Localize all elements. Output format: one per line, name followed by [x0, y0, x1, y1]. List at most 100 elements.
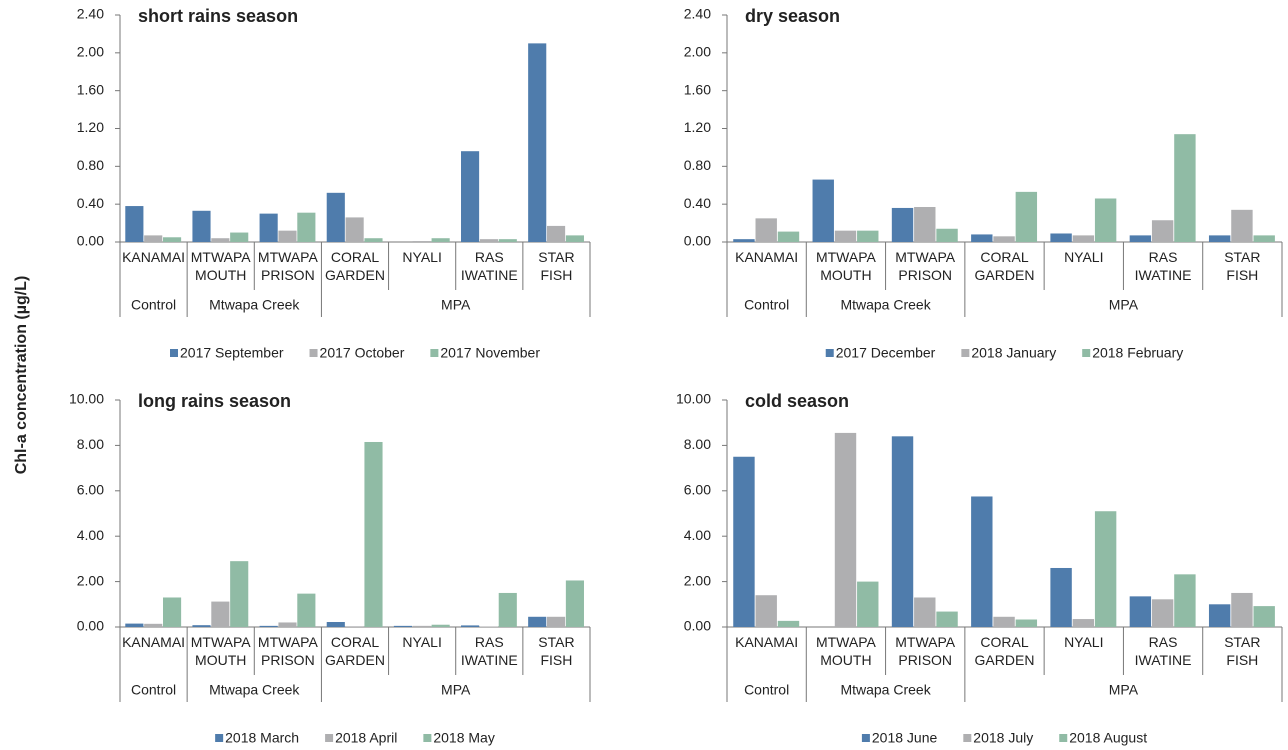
x-tick-label: STAR FISH — [538, 634, 574, 668]
x-tick-label: CORAL GARDEN — [325, 249, 385, 283]
chart-title: long rains season — [138, 391, 291, 411]
bar — [565, 580, 584, 627]
bar — [230, 561, 249, 627]
bar — [364, 238, 383, 242]
legend-label: 2018 July — [973, 730, 1033, 746]
group-label: MPA — [1109, 682, 1139, 698]
bar — [125, 623, 144, 627]
bar — [1015, 191, 1038, 242]
y-tick-label: 2.40 — [77, 6, 104, 22]
x-tick-label-line: IWATINE — [461, 267, 518, 283]
x-tick-label-line: MTWAPA — [895, 249, 956, 265]
y-tick-label: 6.00 — [684, 482, 711, 498]
y-tick-label: 2.40 — [684, 6, 711, 22]
legend-swatch — [423, 734, 432, 742]
bar — [345, 626, 364, 627]
y-tick-label: 2.00 — [684, 572, 711, 588]
y-tick-label: 2.00 — [77, 44, 104, 60]
bar — [914, 597, 936, 627]
x-tick-label-line: KANAMAI — [735, 249, 798, 265]
x-tick-label-line: CORAL — [331, 249, 379, 265]
legend-label: 2018 June — [872, 730, 938, 746]
bar — [857, 581, 879, 627]
x-tick-label-line: IWATINE — [1135, 652, 1192, 668]
x-tick-label-line: CORAL — [331, 634, 379, 650]
bar — [891, 436, 914, 627]
bar — [914, 207, 936, 242]
bar — [993, 616, 1015, 627]
y-tick-label: 2.00 — [77, 572, 104, 588]
bar — [364, 441, 383, 627]
x-tick-label-line: CORAL — [980, 249, 1028, 265]
x-tick-label-line: MOUTH — [820, 652, 871, 668]
y-tick-label: 1.20 — [684, 119, 711, 135]
x-tick-label-line: PRISON — [898, 652, 952, 668]
bar — [278, 622, 297, 627]
bar — [777, 620, 800, 627]
bar — [1072, 235, 1095, 242]
y-tick-label: 1.60 — [77, 81, 104, 97]
legend-label: 2018 May — [433, 730, 494, 746]
bar — [1094, 511, 1117, 627]
bar — [528, 43, 547, 242]
bar — [1050, 233, 1072, 242]
legend-swatch — [1082, 349, 1091, 357]
legend-label: 2017 October — [320, 345, 405, 361]
y-tick-label: 10.00 — [676, 391, 711, 407]
bar — [812, 179, 834, 242]
x-tick-label: KANAMAI — [122, 634, 185, 650]
legend-label: 2018 February — [1092, 345, 1183, 361]
bar — [297, 212, 316, 242]
legend-label: 2018 March — [225, 730, 299, 746]
y-tick-label: 8.00 — [684, 436, 711, 452]
group-label: MPA — [441, 682, 471, 698]
x-tick-label: MTWAPA PRISON — [258, 634, 319, 668]
x-tick-label-line: STAR — [1224, 249, 1260, 265]
x-tick-label-line: STAR — [538, 249, 574, 265]
bar — [1015, 619, 1038, 627]
bar — [1174, 574, 1196, 627]
bar — [1129, 235, 1152, 242]
bar — [1208, 235, 1231, 242]
y-tick-label: 0.00 — [77, 233, 104, 249]
bar — [259, 213, 278, 242]
bar — [211, 601, 230, 627]
x-tick-label: RAS IWATINE — [1135, 249, 1192, 283]
y-tick-label: 2.00 — [684, 44, 711, 60]
bar — [565, 235, 584, 242]
bar — [192, 210, 211, 242]
x-tick-label-line: GARDEN — [975, 267, 1035, 283]
x-tick-label: NYALI — [402, 249, 441, 265]
bar — [755, 595, 777, 627]
x-tick-label: MTWAPA PRISON — [895, 634, 956, 668]
bar — [1094, 198, 1117, 242]
bar — [971, 234, 993, 242]
bar — [857, 230, 879, 242]
x-tick-label: RAS IWATINE — [461, 634, 518, 668]
x-tick-label-line: MTWAPA — [258, 249, 319, 265]
bar — [733, 456, 755, 627]
x-tick-label-line: IWATINE — [461, 652, 518, 668]
bar — [461, 625, 480, 627]
x-tick-label-line: GARDEN — [325, 652, 385, 668]
group-label: Mtwapa Creek — [209, 682, 300, 698]
y-tick-label: 6.00 — [77, 482, 104, 498]
bar — [733, 239, 755, 242]
bar — [547, 616, 566, 627]
bar — [834, 230, 857, 242]
x-tick-label: CORAL GARDEN — [975, 634, 1035, 668]
x-tick-label: MTWAPA PRISON — [895, 249, 956, 283]
bar — [1231, 592, 1253, 627]
x-tick-label-line: NYALI — [402, 634, 441, 650]
x-tick-label-line: STAR — [538, 634, 574, 650]
bar — [412, 241, 431, 242]
y-tick-label: 0.00 — [77, 618, 104, 634]
bar — [144, 235, 163, 242]
x-tick-label: NYALI — [1064, 634, 1103, 650]
x-tick-label-line: FISH — [1226, 652, 1258, 668]
legend-label: 2018 August — [1069, 730, 1147, 746]
x-tick-label-line: RAS — [475, 634, 504, 650]
legend-label: 2018 April — [335, 730, 397, 746]
x-tick-label: KANAMAI — [122, 249, 185, 265]
